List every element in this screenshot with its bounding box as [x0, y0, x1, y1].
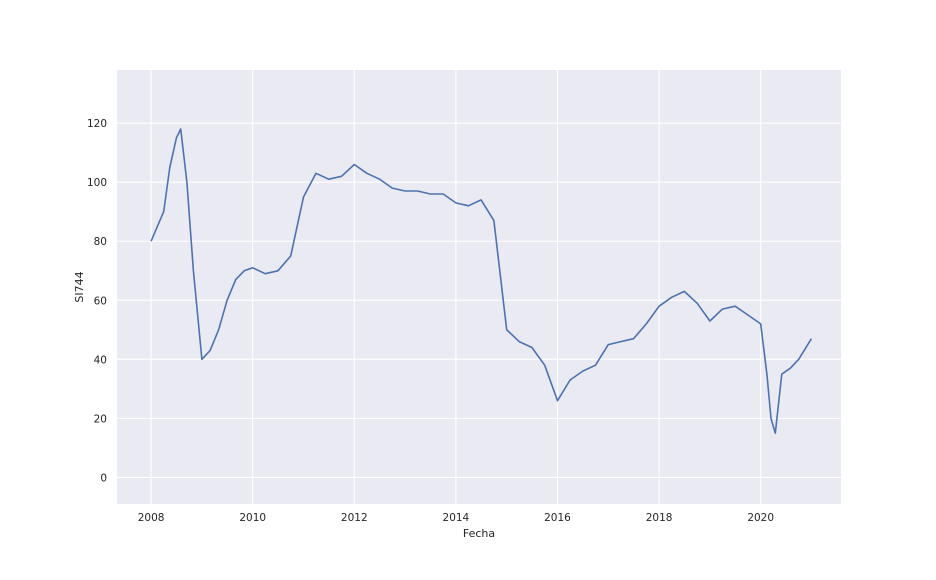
x-tick-label: 2016: [544, 512, 571, 524]
grid: [117, 70, 841, 504]
y-tick-label: 40: [94, 354, 107, 366]
y-tick-labels: 0 20 40 60 80 100 120: [87, 118, 107, 484]
y-tick-label: 0: [100, 472, 107, 484]
x-tick-label: 2012: [341, 512, 368, 524]
y-tick-label: 100: [87, 177, 107, 189]
x-tick-label: 2014: [443, 512, 470, 524]
y-tick-label: 20: [94, 413, 107, 425]
plot-area: [117, 70, 841, 504]
series-layer: [150, 128, 813, 434]
x-tick-label: 2008: [138, 512, 165, 524]
x-axis-label: Fecha: [463, 527, 495, 540]
series-line: [150, 128, 813, 434]
y-tick-label: 60: [94, 295, 107, 307]
y-tick-label: 120: [87, 118, 107, 130]
x-tick-label: 2018: [646, 512, 673, 524]
y-tick-label: 80: [94, 236, 107, 248]
x-tick-labels: 2008 2010 2012 2014 2016 2018 2020: [138, 512, 774, 524]
y-axis-label: SI744: [73, 271, 86, 302]
x-tick-label: 2020: [747, 512, 774, 524]
x-tick-label: 2010: [239, 512, 266, 524]
